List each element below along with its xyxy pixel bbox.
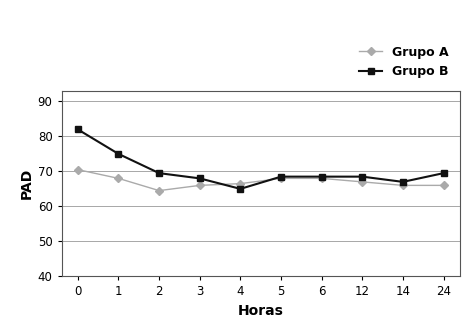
Grupo A — [197, 183, 202, 187]
Grupo A — [441, 183, 447, 187]
Grupo A — [75, 168, 81, 172]
Line: Grupo A: Grupo A — [75, 167, 447, 193]
Grupo B — [237, 187, 243, 191]
Grupo A — [278, 176, 284, 180]
Grupo A — [359, 180, 365, 184]
Grupo B — [197, 176, 202, 180]
Y-axis label: PAD: PAD — [19, 168, 34, 199]
Grupo B — [116, 152, 121, 156]
Grupo B — [400, 180, 406, 184]
Grupo B — [156, 171, 162, 175]
Grupo B — [75, 127, 81, 131]
Line: Grupo B: Grupo B — [74, 126, 447, 192]
Grupo A — [319, 176, 325, 180]
Legend: Grupo A, Grupo B: Grupo A, Grupo B — [355, 41, 454, 83]
Grupo B — [278, 175, 284, 178]
Grupo B — [359, 175, 365, 178]
Grupo B — [441, 171, 447, 175]
Grupo A — [116, 176, 121, 180]
Grupo A — [156, 189, 162, 193]
Grupo A — [400, 183, 406, 187]
Grupo B — [319, 175, 325, 178]
Grupo A — [237, 182, 243, 186]
X-axis label: Horas: Horas — [238, 304, 283, 318]
